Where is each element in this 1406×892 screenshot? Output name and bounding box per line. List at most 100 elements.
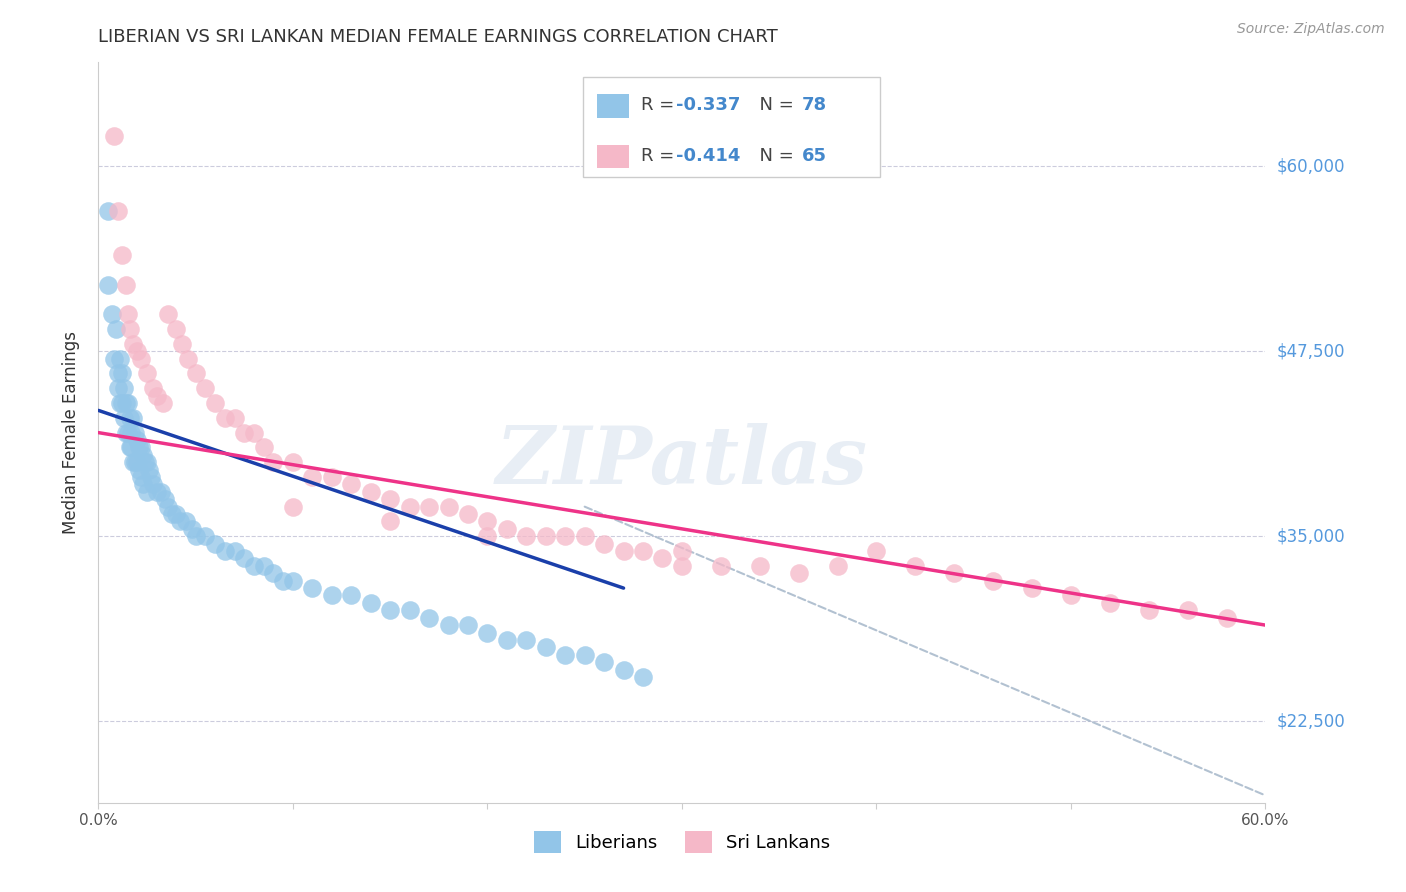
Point bbox=[243, 558, 266, 573]
Point bbox=[233, 425, 256, 440]
Point bbox=[111, 367, 134, 381]
Point bbox=[128, 462, 150, 476]
Point bbox=[477, 515, 499, 529]
Point bbox=[194, 529, 217, 543]
Point bbox=[142, 477, 165, 491]
Point bbox=[380, 515, 402, 529]
Point bbox=[534, 640, 557, 655]
Point bbox=[112, 381, 135, 395]
Text: $35,000: $35,000 bbox=[1277, 527, 1346, 545]
Point bbox=[398, 500, 420, 514]
Point bbox=[904, 558, 927, 573]
Point bbox=[214, 544, 236, 558]
Point bbox=[534, 529, 557, 543]
Point bbox=[262, 566, 284, 581]
Point bbox=[108, 396, 131, 410]
Point bbox=[418, 500, 440, 514]
Point bbox=[477, 625, 499, 640]
Point bbox=[437, 500, 460, 514]
Point bbox=[174, 515, 197, 529]
FancyBboxPatch shape bbox=[582, 78, 880, 178]
Point bbox=[165, 322, 187, 336]
Text: LIBERIAN VS SRI LANKAN MEDIAN FEMALE EARNINGS CORRELATION CHART: LIBERIAN VS SRI LANKAN MEDIAN FEMALE EAR… bbox=[98, 28, 778, 45]
Point bbox=[1177, 603, 1199, 617]
Point bbox=[253, 558, 276, 573]
Point bbox=[437, 618, 460, 632]
Text: $60,000: $60,000 bbox=[1277, 157, 1346, 175]
Point bbox=[136, 455, 159, 469]
Point bbox=[121, 441, 143, 455]
Point bbox=[613, 544, 636, 558]
Point bbox=[162, 507, 184, 521]
Point bbox=[118, 441, 141, 455]
Point bbox=[380, 492, 402, 507]
Point bbox=[177, 351, 200, 366]
Point bbox=[515, 632, 537, 647]
Bar bbox=[596, 145, 630, 169]
Point bbox=[651, 551, 673, 566]
Point bbox=[204, 396, 226, 410]
Text: N =: N = bbox=[748, 147, 800, 165]
Point bbox=[787, 566, 810, 581]
Point bbox=[574, 648, 596, 662]
Text: ZIPatlas: ZIPatlas bbox=[496, 424, 868, 501]
Point bbox=[593, 536, 616, 550]
Point bbox=[152, 396, 174, 410]
Point bbox=[129, 470, 152, 484]
Point bbox=[301, 581, 323, 595]
Point bbox=[122, 336, 145, 351]
Point bbox=[124, 455, 146, 469]
Point bbox=[132, 448, 155, 462]
Point bbox=[321, 589, 343, 603]
Point bbox=[136, 367, 159, 381]
Point bbox=[398, 603, 420, 617]
Point bbox=[136, 484, 159, 499]
Point bbox=[111, 248, 134, 262]
Point bbox=[281, 500, 304, 514]
Point bbox=[157, 500, 180, 514]
Text: 78: 78 bbox=[801, 96, 827, 114]
Point bbox=[515, 529, 537, 543]
Point bbox=[128, 441, 150, 455]
Point bbox=[124, 425, 146, 440]
Point bbox=[118, 322, 141, 336]
Point bbox=[117, 425, 139, 440]
Bar bbox=[596, 95, 630, 118]
Point bbox=[262, 455, 284, 469]
Point bbox=[165, 507, 187, 521]
Point bbox=[114, 277, 136, 292]
Point bbox=[169, 515, 191, 529]
Text: $22,500: $22,500 bbox=[1277, 713, 1346, 731]
Point bbox=[122, 410, 145, 425]
Point bbox=[224, 544, 246, 558]
Point bbox=[129, 351, 152, 366]
Point bbox=[146, 484, 169, 499]
Point bbox=[243, 425, 266, 440]
Point bbox=[281, 455, 304, 469]
Point bbox=[138, 462, 160, 476]
Point bbox=[340, 589, 363, 603]
Point bbox=[107, 203, 129, 218]
Point bbox=[281, 574, 304, 588]
Point bbox=[142, 381, 165, 395]
Point bbox=[129, 441, 152, 455]
Point bbox=[865, 544, 887, 558]
Point bbox=[184, 367, 207, 381]
Point bbox=[233, 551, 256, 566]
Point bbox=[157, 307, 180, 321]
Point bbox=[943, 566, 966, 581]
Point bbox=[97, 277, 120, 292]
Text: $47,500: $47,500 bbox=[1277, 343, 1346, 360]
Point bbox=[457, 618, 479, 632]
Point bbox=[121, 425, 143, 440]
Point bbox=[103, 129, 125, 144]
Point bbox=[301, 470, 323, 484]
Point bbox=[118, 410, 141, 425]
Point bbox=[418, 610, 440, 624]
Point bbox=[380, 603, 402, 617]
Text: -0.337: -0.337 bbox=[676, 96, 741, 114]
Point bbox=[631, 544, 654, 558]
Point bbox=[111, 396, 134, 410]
Point bbox=[117, 307, 139, 321]
Point bbox=[340, 477, 363, 491]
